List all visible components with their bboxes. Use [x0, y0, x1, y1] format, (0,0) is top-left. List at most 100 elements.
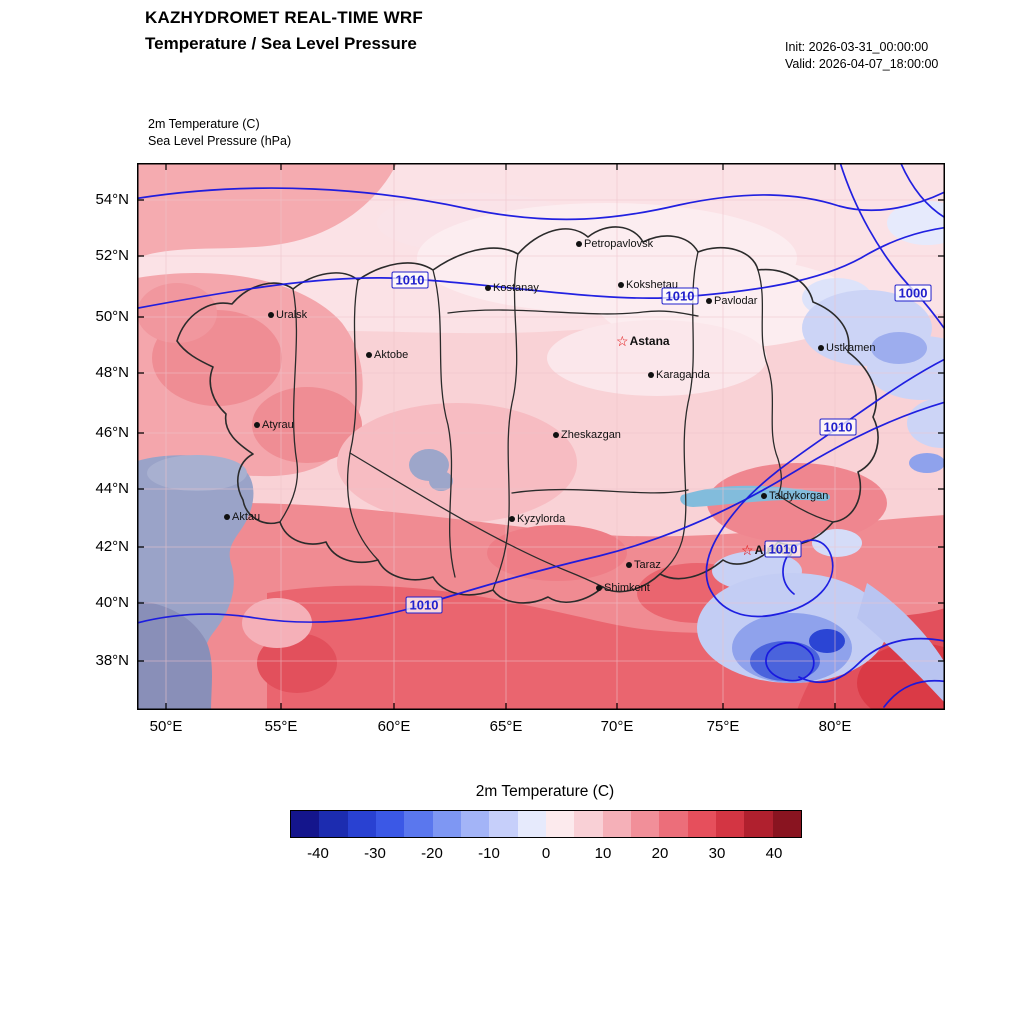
colorbar-title: 2m Temperature (C): [475, 783, 615, 800]
city-marker: Zheskazgan: [553, 428, 621, 442]
lon-label: 50°E: [149, 718, 183, 735]
city-dot-icon: [648, 372, 654, 378]
capital-marker: ☆ Astana: [616, 333, 670, 349]
colorbar-cell: [347, 811, 376, 837]
city-dot-icon: [626, 562, 632, 568]
colorbar-cell: [432, 811, 461, 837]
city-marker: Kyzylorda: [509, 512, 565, 526]
pressure-contour-label: 1010: [391, 271, 429, 289]
weather-map: Petropavlovsk Kostanay Kokshetau Pavloda…: [137, 163, 945, 710]
map-canvas: [137, 163, 945, 710]
pressure-contour-label: 1010: [405, 596, 443, 614]
colorbar-tick: 0: [541, 845, 551, 862]
colorbar-cell: [744, 811, 773, 837]
city-dot-icon: [268, 312, 274, 318]
city-marker: Ustkamen: [818, 341, 876, 355]
city-dot-icon: [366, 352, 372, 358]
colorbar-tick: 10: [594, 845, 612, 862]
graticule: [137, 163, 945, 710]
temperature-fill-layer: [137, 163, 945, 710]
lon-label: 55°E: [264, 718, 298, 735]
city-marker: Shimkent: [596, 581, 650, 595]
field-label-temperature: 2m Temperature (C): [148, 117, 260, 131]
colorbar-cells: [290, 810, 802, 838]
colorbar-cell: [687, 811, 716, 837]
pressure-contour-label: 1010: [764, 540, 802, 558]
colorbar-tick: -40: [307, 845, 329, 862]
city-dot-icon: [818, 345, 824, 351]
colorbar-tick: -10: [478, 845, 500, 862]
colorbar-tick: -20: [421, 845, 443, 862]
colorbar-cell: [404, 811, 433, 837]
page-title: KAZHYDROMET REAL-TIME WRF: [145, 8, 423, 27]
colorbar-cell: [574, 811, 603, 837]
lat-label: 44°N: [95, 480, 129, 497]
pressure-contour-label: 1010: [819, 418, 857, 436]
city-marker: Kostanay: [485, 281, 539, 295]
city-label: Petropavlovsk: [584, 238, 654, 250]
page-subtitle: Temperature / Sea Level Pressure: [145, 34, 417, 53]
colorbar-tick: 40: [765, 845, 783, 862]
city-dot-icon: [618, 282, 624, 288]
city-label: Shimkent: [604, 582, 650, 594]
colorbar-ticks: -40 -30 -20 -10 0 10 20 30 40: [290, 845, 802, 865]
city-marker: Aktau: [224, 510, 260, 524]
lat-label: 46°N: [95, 424, 129, 441]
city-dot-icon: [761, 493, 767, 499]
capital-label: Astana: [629, 334, 670, 348]
city-marker: Karaganda: [648, 368, 710, 382]
city-dot-icon: [485, 285, 491, 291]
colorbar-cell: [489, 811, 518, 837]
city-label: Taraz: [634, 559, 661, 571]
lat-label: 52°N: [95, 247, 129, 264]
lat-label: 50°N: [95, 308, 129, 325]
city-label: Kostanay: [493, 282, 539, 294]
lon-label: 75°E: [706, 718, 740, 735]
region-borders: [176, 226, 879, 604]
city-marker: Taldykorgan: [761, 489, 828, 503]
pressure-contour-label: 1010: [661, 287, 699, 305]
aral-sea: [409, 449, 453, 491]
lat-label: 54°N: [95, 191, 129, 208]
capital-star-icon: ☆: [616, 333, 629, 349]
colorbar-cell: [375, 811, 405, 837]
colorbar-tick: 30: [708, 845, 726, 862]
city-label: Uralsk: [276, 309, 308, 321]
city-dot-icon: [706, 298, 712, 304]
city-dot-icon: [224, 514, 230, 520]
city-label: Atyrau: [262, 419, 294, 431]
city-label: Karaganda: [656, 369, 710, 381]
pressure-contours: [137, 163, 945, 708]
colorbar-cell: [602, 811, 631, 837]
colorbar-cell: [460, 811, 490, 837]
lat-label: 38°N: [95, 652, 129, 669]
city-label: Kyzylorda: [517, 513, 566, 525]
city-label: Pavlodar: [714, 295, 758, 307]
colorbar-tick: -30: [364, 845, 386, 862]
colorbar-cell: [545, 811, 575, 837]
lon-label: 60°E: [377, 718, 411, 735]
lon-label: 80°E: [818, 718, 852, 735]
city-dot-icon: [553, 432, 559, 438]
colorbar-tick: 20: [651, 845, 669, 862]
city-dot-icon: [254, 422, 260, 428]
city-label: Aktau: [232, 511, 261, 523]
city-dot-icon: [596, 585, 602, 591]
colorbar-cell: [517, 811, 546, 837]
valid-time: Valid: 2026-04-07_18:00:00: [785, 57, 939, 71]
lat-label: 40°N: [95, 594, 129, 611]
pressure-contour-label: 1000: [894, 284, 932, 302]
colorbar-cell: [659, 811, 688, 837]
colorbar-cell: [630, 811, 660, 837]
city-dot-icon: [576, 241, 582, 247]
city-label: Taldykorgan: [769, 490, 829, 502]
lat-label: 42°N: [95, 538, 129, 555]
lake-balkhash: [680, 485, 831, 507]
field-label-pressure: Sea Level Pressure (hPa): [148, 134, 292, 148]
lon-label: 70°E: [600, 718, 634, 735]
city-dot-icon: [509, 516, 515, 522]
city-marker: Pavlodar: [706, 294, 757, 308]
colorbar-cell: [772, 811, 801, 837]
city-marker: Atyrau: [254, 418, 294, 432]
colorbar-cell: [291, 811, 320, 837]
